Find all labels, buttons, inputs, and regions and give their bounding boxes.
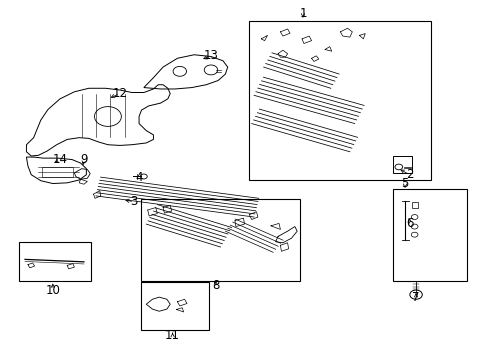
Text: 13: 13: [203, 49, 218, 62]
Text: 6: 6: [405, 217, 413, 230]
Bar: [141, 282, 208, 330]
Text: 3: 3: [130, 195, 138, 208]
Text: 1: 1: [299, 7, 306, 20]
Text: 9: 9: [80, 153, 87, 166]
Text: 10: 10: [45, 284, 60, 297]
Text: 11: 11: [165, 329, 180, 342]
Text: 7: 7: [411, 291, 419, 303]
Text: 5: 5: [401, 177, 408, 190]
Text: 12: 12: [112, 87, 127, 100]
Bar: [411, 202, 417, 208]
Bar: [249, 21, 430, 180]
Bar: [19, 242, 91, 280]
Text: 14: 14: [52, 153, 67, 166]
Bar: [42, 167, 73, 177]
Text: 4: 4: [135, 171, 142, 184]
Bar: [392, 189, 467, 280]
Bar: [392, 156, 411, 173]
Bar: [141, 199, 299, 280]
Text: 2: 2: [405, 168, 413, 181]
Text: 8: 8: [212, 279, 219, 292]
